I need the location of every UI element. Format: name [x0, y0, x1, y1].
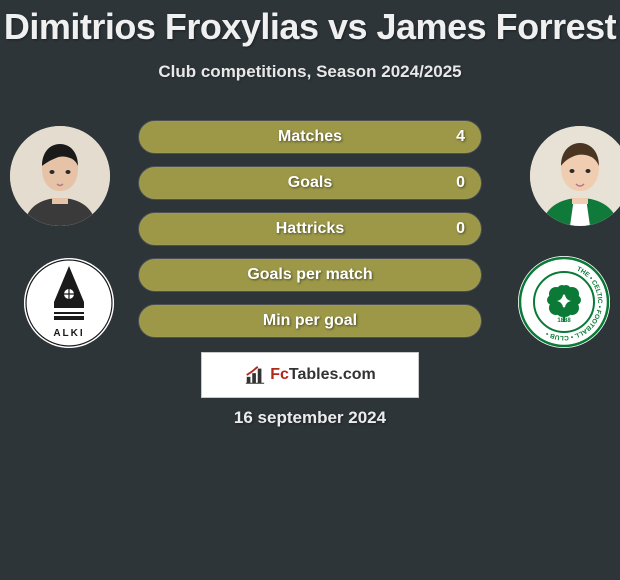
stat-label: Min per goal — [139, 312, 481, 330]
page-subtitle: Club competitions, Season 2024/2025 — [0, 62, 620, 82]
page-title: Dimitrios Froxylias vs James Forrest — [0, 0, 620, 48]
stat-value: 0 — [456, 174, 465, 192]
player-left-avatar — [10, 126, 110, 226]
club-left-badge: ALKI — [24, 258, 114, 348]
stat-bar-hattricks: Hattricks 0 — [138, 212, 482, 246]
player-right-avatar — [530, 126, 620, 226]
brand-box: FcTables.com — [201, 352, 419, 398]
stat-bar-min-per-goal: Min per goal — [138, 304, 482, 338]
stat-label: Goals — [139, 174, 481, 192]
stat-value: 0 — [456, 220, 465, 238]
stat-bar-matches: Matches 4 — [138, 120, 482, 154]
bar-chart-icon — [244, 364, 266, 386]
svg-text:ALKI: ALKI — [53, 328, 84, 339]
stat-value: 4 — [456, 128, 465, 146]
stat-bar-goals: Goals 0 — [138, 166, 482, 200]
brand-text: FcTables.com — [270, 366, 376, 384]
stat-label: Matches — [139, 128, 481, 146]
date-line: 16 september 2024 — [0, 408, 620, 428]
stat-bars: Matches 4 Goals 0 Hattricks 0 Goals per … — [138, 120, 482, 350]
stat-bar-goals-per-match: Goals per match — [138, 258, 482, 292]
brand-suffix: Tables.com — [289, 366, 376, 383]
svg-text:1888: 1888 — [557, 318, 571, 324]
stat-label: Hattricks — [139, 220, 481, 238]
brand-prefix: Fc — [270, 366, 289, 383]
club-right-badge: THE • CELTIC • FOOTBALL • CLUB • 1888 — [518, 256, 610, 348]
stat-label: Goals per match — [139, 266, 481, 284]
